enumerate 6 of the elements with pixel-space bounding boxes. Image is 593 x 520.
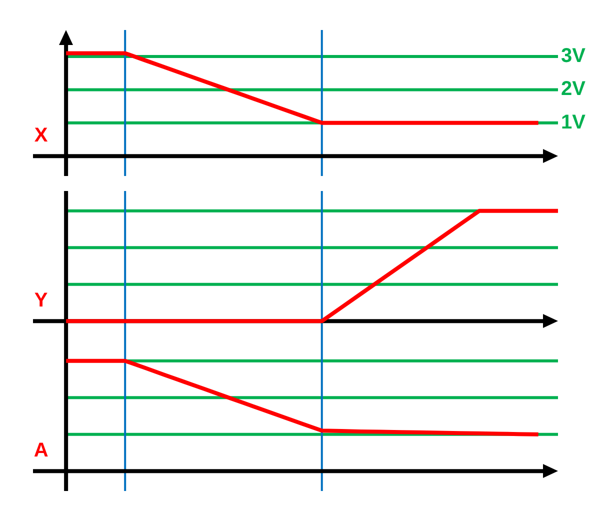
y-tick-label: 2V bbox=[561, 78, 586, 100]
y-tick-label: 1V bbox=[561, 111, 586, 134]
y-tick-label: 3V bbox=[561, 45, 586, 68]
y-axis-title: X bbox=[34, 124, 48, 147]
y-axis-title: Y bbox=[34, 290, 48, 312]
y-axis-title: A bbox=[34, 440, 48, 462]
